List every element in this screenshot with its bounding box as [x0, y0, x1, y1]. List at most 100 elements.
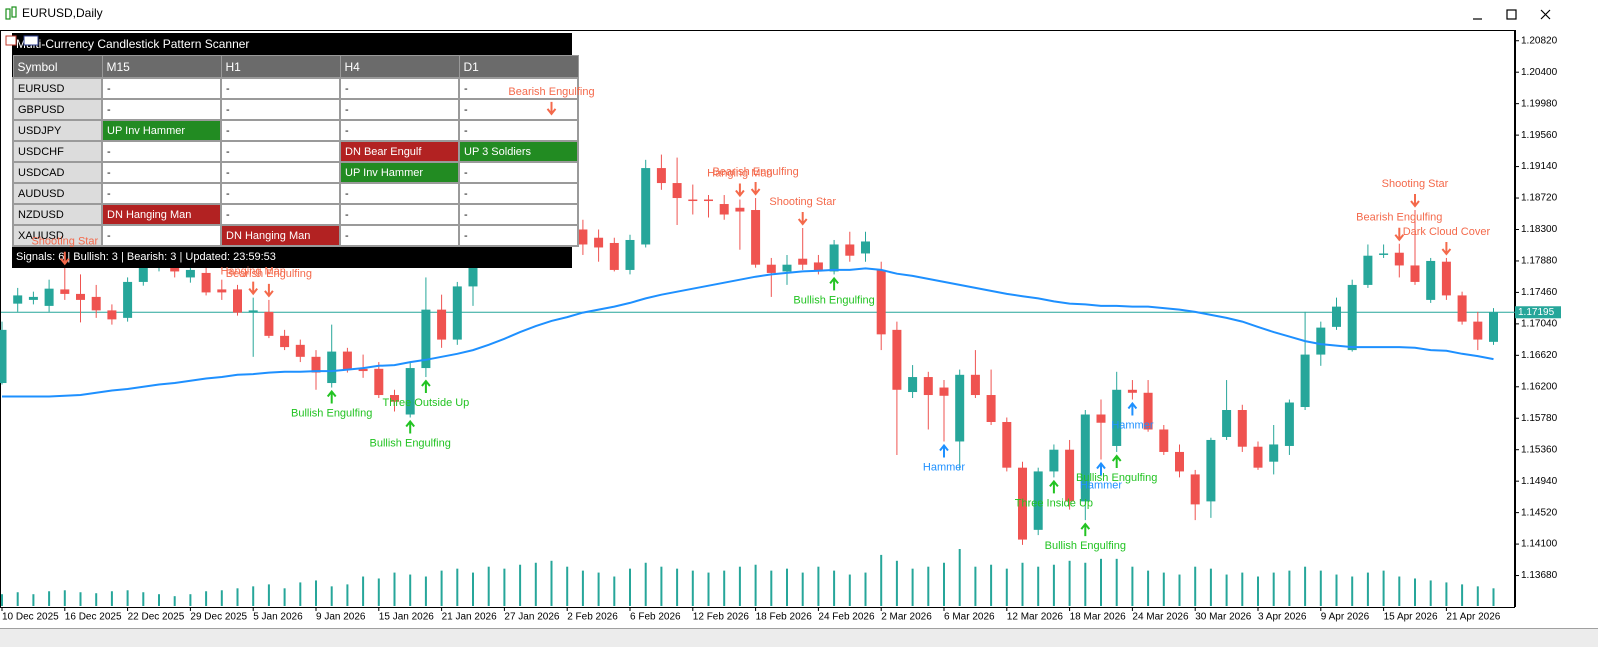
- volume-bar: [1257, 576, 1259, 606]
- volume-bar: [754, 564, 757, 606]
- price-label: 1.17195: [1518, 307, 1555, 318]
- candle-body: [295, 344, 305, 357]
- volume-bar: [1382, 570, 1385, 606]
- candle-body: [892, 329, 902, 390]
- scanner-footer: Signals: 6 | Bullish: 3 | Bearish: 3 | U…: [12, 247, 572, 268]
- scanner-table: Symbol M15 H1 H4 D1 EURUSD - - - - GBPUSD - - - - USDJ…: [12, 55, 579, 247]
- volume-bar: [503, 568, 506, 606]
- x-tick-label: 3 Apr 2026: [1258, 612, 1307, 623]
- candle-body: [908, 377, 918, 393]
- table-row: XAUUSD - DN Hanging Man - -: [12, 224, 579, 247]
- signal-cell: -: [339, 77, 460, 100]
- volume-bar: [1414, 578, 1416, 606]
- volume-bar: [142, 592, 145, 606]
- volume-bar: [864, 572, 867, 606]
- candle-body: [1018, 467, 1027, 540]
- signal-cell: -: [458, 224, 579, 247]
- window-controls[interactable]: [1473, 9, 1551, 20]
- x-tick-label: 18 Mar 2026: [1070, 612, 1127, 623]
- volume-bar: [1131, 566, 1134, 606]
- candle-body: [170, 264, 180, 272]
- signal-cell: -: [339, 182, 460, 205]
- candle-body: [217, 289, 227, 293]
- volume-bar: [1476, 586, 1479, 606]
- candle-body: [1159, 429, 1169, 452]
- volume-bar: [456, 568, 459, 606]
- candle-body: [452, 286, 462, 340]
- volume-bar: [487, 566, 490, 606]
- candle-body: [1347, 284, 1357, 351]
- candle-body: [829, 244, 839, 272]
- volume-bar: [1178, 574, 1181, 606]
- candle-body: [1033, 471, 1043, 530]
- x-tick-label: 9 Jan 2026: [316, 612, 366, 623]
- symbol-cell: USDJPY: [12, 119, 103, 142]
- volume-bar: [534, 562, 537, 606]
- y-tick-label: 1.19140: [1521, 161, 1558, 172]
- candle-body: [625, 239, 635, 270]
- candle-body: [1473, 321, 1483, 340]
- signal-cell: -: [220, 98, 341, 121]
- close-button[interactable]: [1540, 9, 1551, 20]
- signal-cell: -: [339, 119, 460, 142]
- maximize-button[interactable]: [1506, 9, 1517, 20]
- y-tick-label: 1.18720: [1521, 193, 1558, 204]
- x-tick-label: 6 Feb 2026: [630, 612, 681, 623]
- table-row: GBPUSD - - - -: [12, 98, 579, 121]
- symbol-cell: XAUUSD: [12, 224, 103, 247]
- signal-cell: -: [101, 182, 222, 205]
- candle-body: [876, 269, 886, 335]
- table-row: USDJPY UP Inv Hammer - - -: [12, 119, 579, 142]
- candle-body: [248, 310, 258, 313]
- signal-cell: -: [220, 161, 341, 184]
- x-tick-label: 5 Jan 2026: [253, 612, 303, 623]
- volume-bar: [283, 588, 286, 606]
- candle-body: [1457, 295, 1467, 322]
- x-tick-label: 30 Mar 2026: [1195, 612, 1252, 623]
- y-tick-label: 1.16620: [1521, 350, 1558, 361]
- signal-cell: -: [458, 98, 579, 121]
- symbol-cell: AUDUSD: [12, 182, 103, 205]
- volume-bar: [1351, 576, 1354, 606]
- candle-body: [594, 237, 604, 248]
- candle-body: [358, 368, 368, 372]
- signal-cell: -: [101, 77, 222, 100]
- signal-cell: DN Hanging Man: [101, 203, 222, 226]
- signal-cell: -: [458, 182, 579, 205]
- x-tick-label: 22 Dec 2025: [128, 612, 185, 623]
- candle-body: [955, 374, 965, 442]
- signal-cell: -: [220, 203, 341, 226]
- candle-body: [374, 368, 384, 396]
- volume-bar: [424, 576, 427, 606]
- column-header: Symbol: [12, 55, 103, 79]
- x-tick-label: 16 Dec 2025: [65, 612, 122, 623]
- volume-bar: [1, 594, 3, 606]
- candle-body: [782, 264, 792, 272]
- volume-bar: [1068, 560, 1071, 606]
- volume-bar: [63, 590, 66, 606]
- candle-body: [1394, 252, 1404, 266]
- x-tick-label: 6 Mar 2026: [944, 612, 995, 623]
- candle-body: [1237, 410, 1247, 447]
- column-header: H1: [220, 55, 341, 79]
- y-tick-label: 1.17880: [1521, 256, 1558, 267]
- candle-body: [264, 311, 274, 336]
- signal-cell: -: [339, 98, 460, 121]
- header-row: Symbol M15 H1 H4 D1: [12, 55, 579, 79]
- volume-bar: [1335, 574, 1338, 606]
- volume-bar: [566, 566, 569, 606]
- x-tick-label: 9 Apr 2026: [1321, 612, 1370, 623]
- volume-bar: [1194, 566, 1197, 606]
- volume-bar: [362, 576, 365, 606]
- volume-bar: [1366, 572, 1369, 606]
- candle-body: [578, 229, 588, 245]
- volume-bar: [1005, 568, 1008, 606]
- volume-bar: [173, 596, 176, 606]
- volume-bar: [1288, 570, 1291, 606]
- volume-bar: [1021, 562, 1024, 606]
- candle-body: [233, 289, 242, 313]
- signal-cell: UP Inv Hammer: [339, 161, 460, 184]
- volume-bar: [990, 564, 993, 606]
- column-header: H4: [339, 55, 460, 79]
